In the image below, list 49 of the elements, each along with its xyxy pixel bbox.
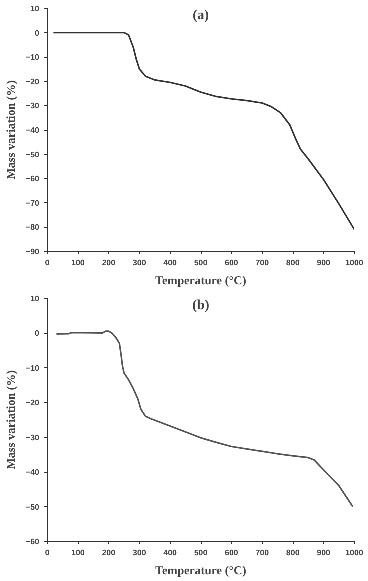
x-tick-label: 800: [286, 258, 300, 268]
y-tick-label: 0: [35, 329, 40, 338]
x-tick-label: 500: [194, 258, 208, 268]
x-tick-label: 600: [225, 258, 239, 268]
x-tick-label: 300: [132, 548, 147, 558]
y-tick-label: −50: [26, 150, 40, 160]
y-tick-label: −10: [26, 364, 40, 373]
x-tick-label: 100: [72, 548, 86, 558]
y-tick-label: −60: [26, 538, 40, 546]
y-tick-label: −30: [26, 102, 40, 111]
y-tick-label: 10: [30, 4, 40, 14]
x-tick-label: 0: [45, 258, 50, 268]
x-tick-label: 200: [102, 258, 116, 268]
x-tick-label: 100: [72, 258, 86, 268]
y-tick-label: −80: [26, 223, 40, 232]
y-tick-label: −40: [26, 468, 40, 478]
y-axis-title: Mass variation (%): [4, 80, 18, 180]
y-tick-label: −90: [26, 248, 40, 256]
y-tick-label: −50: [26, 502, 40, 512]
x-tick-label: 200: [102, 548, 116, 558]
y-axis-title: Mass variation (%): [4, 370, 18, 470]
x-tick-label: 600: [225, 548, 239, 558]
x-tick-label: 1000: [346, 258, 364, 268]
line-series: [52, 32, 354, 230]
x-tick-label: 900: [317, 548, 332, 558]
x-tick-label: 1000: [346, 548, 364, 558]
x-tick-label: 800: [286, 548, 300, 558]
y-tick-label: 0: [35, 28, 40, 38]
y-tick-label: −10: [26, 53, 40, 62]
y-tick-label: −70: [26, 198, 40, 208]
chart-title: (a): [192, 8, 210, 24]
x-tick-label: 900: [317, 258, 332, 268]
x-axis-title: Temperature (°C): [155, 564, 247, 578]
chart-title: (b): [192, 298, 210, 314]
y-tick-label: −40: [26, 126, 40, 135]
x-tick-label: 400: [164, 548, 178, 558]
y-tick-label: −20: [26, 77, 40, 86]
x-tick-label: 500: [194, 548, 208, 558]
x-tick-label: 300: [132, 258, 147, 268]
x-tick-label: 400: [164, 258, 178, 268]
y-tick-label: 10: [30, 294, 40, 304]
y-tick-label: −30: [26, 433, 40, 442]
x-tick-label: 0: [45, 548, 50, 558]
x-tick-label: 700: [256, 548, 270, 558]
y-tick-label: −20: [26, 398, 40, 408]
x-tick-label: 700: [256, 258, 270, 268]
line-series: [56, 330, 354, 508]
y-tick-label: −60: [26, 174, 40, 184]
x-axis-title: Temperature (°C): [155, 274, 247, 288]
